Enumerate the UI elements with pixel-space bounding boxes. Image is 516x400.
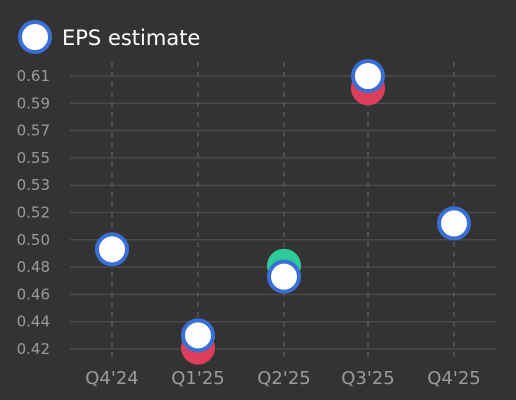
y-axis: 0.61 0.59 0.57 0.55 0.53 0.52 0.50 0.48 0.46 0.44… [17, 67, 50, 358]
legend: EPS estimate [18, 20, 200, 54]
y-tick-label: 0.57 [17, 122, 50, 140]
y-tick-label: 0.46 [17, 285, 50, 303]
y-tick-label: 0.50 [17, 231, 50, 249]
estimate-point[interactable] [181, 318, 215, 353]
legend-label: EPS estimate [62, 26, 200, 50]
y-tick-label: 0.59 [17, 94, 50, 112]
x-axis: Q4'24 Q1'25 Q2'25 Q3'25 Q4'25 [85, 368, 480, 389]
y-tick-label: 0.52 [17, 204, 50, 222]
x-tick-label: Q4'25 [427, 368, 480, 389]
y-tick-label: 0.44 [17, 313, 50, 331]
x-tick-label: Q3'25 [341, 368, 394, 389]
estimate-point[interactable] [351, 59, 385, 93]
legend-marker [18, 20, 52, 54]
x-tick-label: Q4'24 [85, 368, 138, 389]
grid [70, 62, 496, 361]
y-tick-label: 0.53 [17, 176, 50, 194]
estimate-point[interactable] [267, 259, 301, 294]
y-tick-label: 0.48 [17, 258, 50, 276]
estimate-point[interactable] [437, 206, 471, 241]
estimate-point[interactable] [95, 232, 129, 267]
plot-area [95, 59, 471, 365]
y-tick-label: 0.55 [17, 149, 50, 167]
x-tick-label: Q2'25 [257, 368, 310, 389]
y-tick-label: 0.61 [17, 67, 50, 85]
y-tick-label: 0.42 [17, 340, 50, 358]
x-tick-label: Q1'25 [171, 368, 224, 389]
